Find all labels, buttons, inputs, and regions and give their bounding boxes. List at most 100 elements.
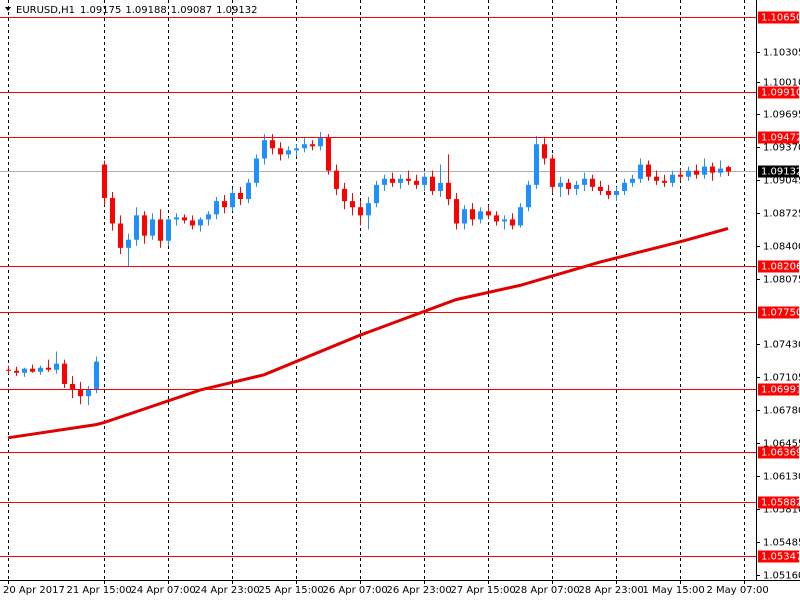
candle-body bbox=[222, 201, 227, 208]
candle-body bbox=[366, 203, 371, 216]
candle-body bbox=[462, 209, 467, 224]
candle bbox=[46, 359, 51, 372]
candle bbox=[470, 203, 475, 226]
candle bbox=[422, 172, 427, 191]
candle-body bbox=[686, 170, 691, 177]
level-label: 1.05882 bbox=[761, 498, 800, 509]
y-tick-label: 1.08400 bbox=[763, 242, 800, 253]
candle bbox=[374, 180, 379, 208]
candle-body bbox=[662, 180, 667, 183]
candle-body bbox=[494, 215, 499, 222]
candle-body bbox=[54, 363, 59, 370]
candle bbox=[318, 132, 323, 151]
candle-body bbox=[414, 180, 419, 185]
price-label: 1.09132 bbox=[761, 167, 800, 178]
candle-body bbox=[22, 368, 27, 373]
candle bbox=[150, 213, 155, 240]
candle-body bbox=[294, 148, 299, 151]
candle bbox=[310, 140, 315, 151]
candle-body bbox=[486, 211, 491, 216]
candle-body bbox=[6, 369, 11, 371]
candle bbox=[430, 170, 435, 196]
candle bbox=[94, 356, 99, 394]
candle-body bbox=[646, 164, 651, 177]
candle-body bbox=[638, 164, 643, 179]
y-tick-label: 1.09045 bbox=[763, 176, 800, 187]
price-label-box bbox=[758, 165, 799, 178]
candle-body bbox=[70, 383, 75, 391]
candle bbox=[510, 213, 515, 230]
candle-body bbox=[334, 170, 339, 189]
level-label-box bbox=[758, 550, 799, 563]
candle bbox=[6, 365, 11, 374]
x-tick-label: 27 Apr 15:00 bbox=[451, 585, 516, 596]
candle-body bbox=[110, 198, 115, 224]
candle-body bbox=[374, 184, 379, 204]
candle-body bbox=[286, 150, 291, 155]
candle bbox=[30, 364, 35, 373]
candle-body bbox=[318, 138, 323, 147]
candle bbox=[406, 170, 411, 185]
candle-body bbox=[278, 148, 283, 155]
candle bbox=[526, 180, 531, 212]
level-label-box bbox=[758, 11, 799, 24]
candle bbox=[214, 197, 219, 220]
x-tick-label: 25 Apr 15:00 bbox=[259, 585, 324, 596]
y-tick-label: 1.05160 bbox=[763, 571, 800, 582]
x-tick-label: 24 Apr 23:00 bbox=[195, 585, 260, 596]
candle bbox=[710, 162, 715, 181]
candle-body bbox=[62, 363, 67, 384]
candle bbox=[590, 174, 595, 191]
candle bbox=[646, 160, 651, 181]
candle-body bbox=[86, 390, 91, 397]
candle-body bbox=[422, 176, 427, 185]
candle-body bbox=[678, 174, 683, 177]
candle bbox=[662, 174, 667, 187]
candle-body bbox=[502, 219, 507, 222]
candle bbox=[606, 184, 611, 200]
level-label: 1.07750 bbox=[761, 308, 800, 319]
level-label-box bbox=[758, 383, 799, 396]
candle bbox=[726, 165, 731, 177]
candle-body bbox=[430, 176, 435, 191]
candle-body bbox=[542, 144, 547, 159]
candle bbox=[390, 172, 395, 187]
level-label: 1.06369 bbox=[761, 448, 800, 459]
candle bbox=[566, 178, 571, 196]
candle-body bbox=[246, 182, 251, 200]
candle-body bbox=[670, 174, 675, 183]
candle-body bbox=[78, 390, 83, 397]
chart-header: EURUSD,H1 1.09175 1.09188 1.09087 1.09132 bbox=[16, 5, 257, 16]
candle bbox=[166, 217, 171, 246]
candle bbox=[14, 366, 19, 376]
x-tick-label: 24 Apr 07:00 bbox=[131, 585, 196, 596]
y-tick-label: 1.08725 bbox=[763, 209, 800, 220]
close: 1.09132 bbox=[216, 5, 257, 16]
candle-body bbox=[446, 182, 451, 200]
candle-body bbox=[350, 201, 355, 208]
candle bbox=[622, 178, 627, 196]
candle bbox=[350, 192, 355, 216]
candle-body bbox=[470, 209, 475, 220]
candle-body bbox=[230, 192, 235, 208]
candle bbox=[454, 192, 459, 230]
candle-body bbox=[254, 158, 259, 183]
candle bbox=[174, 213, 179, 226]
candle bbox=[254, 154, 259, 187]
candle bbox=[358, 201, 363, 226]
candle-body bbox=[726, 167, 731, 172]
candle bbox=[398, 174, 403, 189]
y-tick-label: 1.07105 bbox=[763, 373, 800, 384]
candle-body bbox=[614, 190, 619, 196]
candle-body bbox=[518, 207, 523, 226]
candle-body bbox=[622, 182, 627, 191]
y-tick-label: 1.10010 bbox=[763, 78, 800, 89]
level-label: 1.09910 bbox=[761, 88, 800, 99]
candle-body bbox=[150, 219, 155, 236]
candle-body bbox=[270, 140, 275, 149]
candle bbox=[678, 168, 683, 181]
candle-body bbox=[326, 138, 331, 171]
candle bbox=[182, 214, 187, 224]
candle bbox=[582, 172, 587, 191]
